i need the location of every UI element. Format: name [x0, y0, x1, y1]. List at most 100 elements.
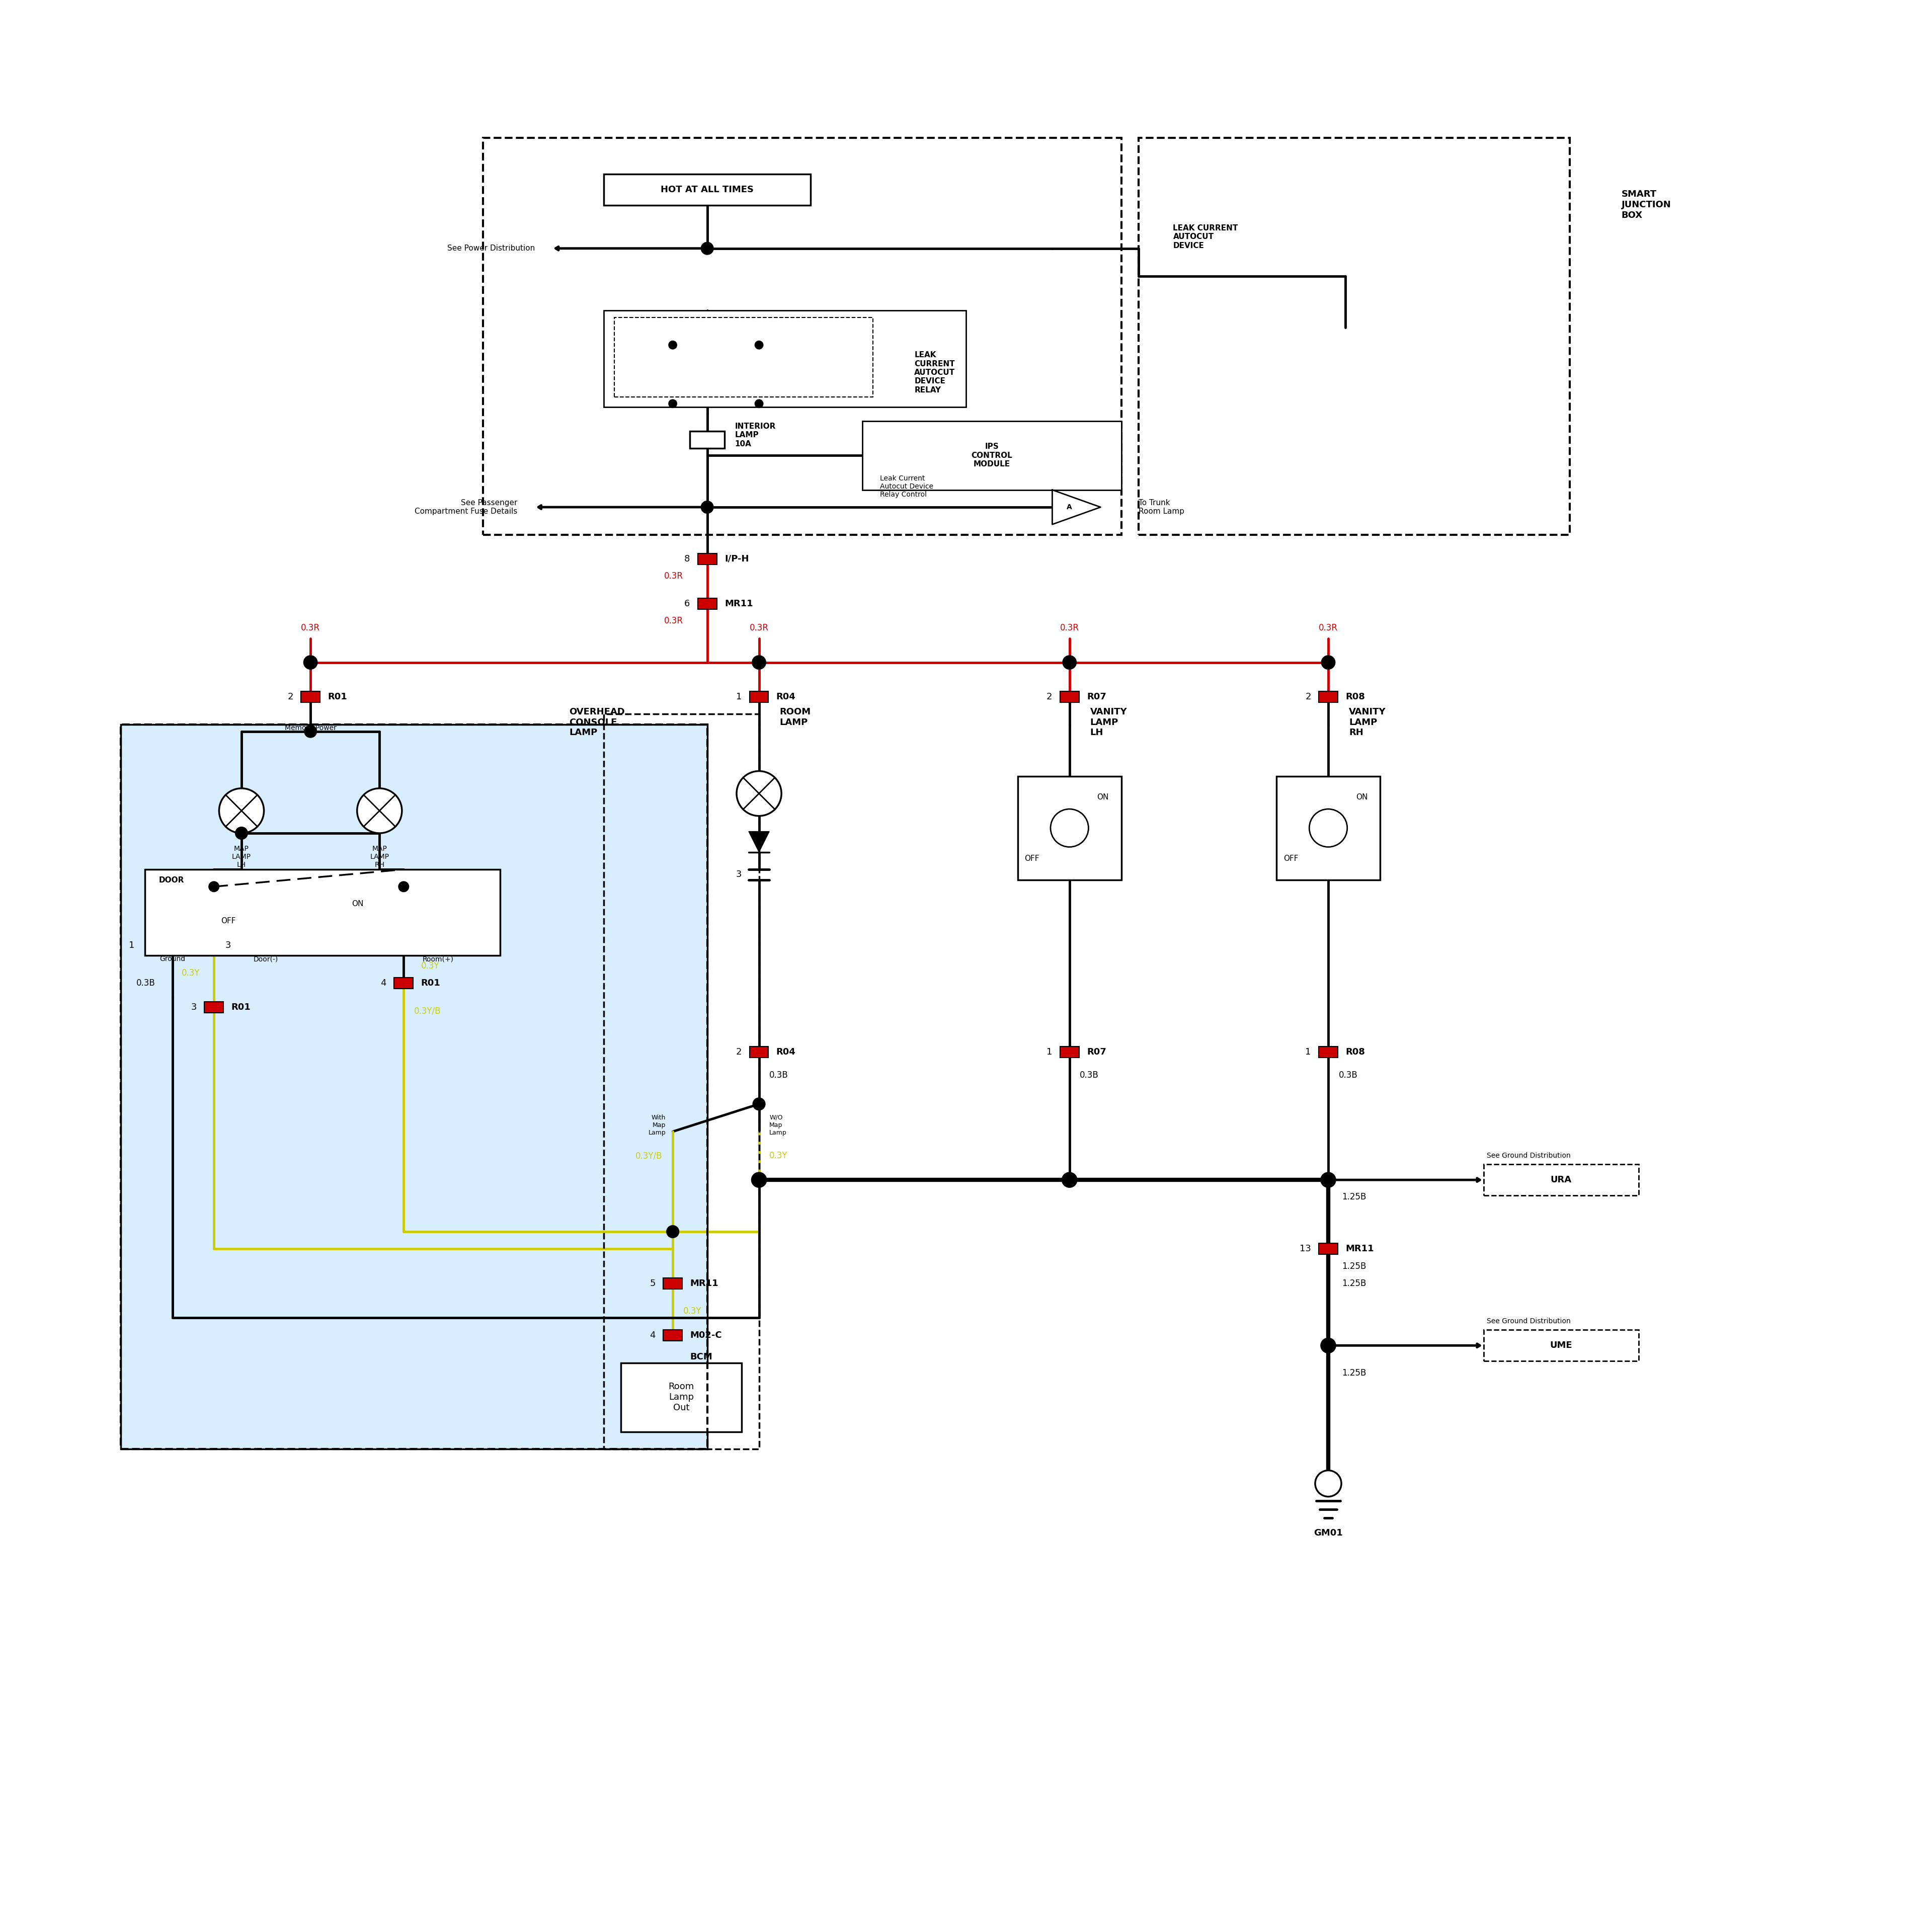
- Bar: [614, 317, 873, 396]
- Text: ON: ON: [1097, 794, 1109, 802]
- Text: 0.3B: 0.3B: [769, 1070, 788, 1080]
- Bar: [1138, 137, 1569, 535]
- Text: ON: ON: [1356, 794, 1368, 802]
- Circle shape: [752, 1173, 767, 1188]
- Bar: [603, 311, 966, 408]
- Text: IPS
CONTROL
MODULE: IPS CONTROL MODULE: [972, 442, 1012, 468]
- Text: OVERHEAD
CONSOLE
LAMP: OVERHEAD CONSOLE LAMP: [570, 707, 624, 738]
- Text: 1: 1: [1306, 1047, 1312, 1057]
- Text: See Ground Distribution: See Ground Distribution: [1488, 1318, 1571, 1325]
- Text: HOT AT ALL TIMES: HOT AT ALL TIMES: [661, 185, 753, 195]
- Bar: [483, 137, 1121, 535]
- Circle shape: [1310, 810, 1347, 846]
- Text: 2: 2: [288, 692, 294, 701]
- Text: 13: 13: [1300, 1244, 1312, 1254]
- Bar: [690, 431, 725, 448]
- Text: VANITY
LAMP
LH: VANITY LAMP LH: [1090, 707, 1126, 738]
- Text: R04: R04: [777, 692, 796, 701]
- Bar: [697, 553, 717, 564]
- Text: 1: 1: [736, 692, 742, 701]
- Text: 0.3Y/B: 0.3Y/B: [413, 1007, 440, 1016]
- Text: MR11: MR11: [725, 599, 753, 609]
- Text: 1.25B: 1.25B: [1343, 1262, 1366, 1271]
- Text: Door(-): Door(-): [253, 956, 278, 962]
- Text: 3: 3: [191, 1003, 197, 1012]
- Text: With
Map
Lamp: With Map Lamp: [649, 1115, 667, 1136]
- Text: 5: 5: [649, 1279, 655, 1289]
- Text: DOOR: DOOR: [158, 877, 184, 883]
- Bar: [1277, 777, 1379, 879]
- Text: BCM: BCM: [690, 1352, 713, 1362]
- Text: 0.3Y: 0.3Y: [769, 1151, 788, 1161]
- Text: 1.25B: 1.25B: [1343, 1368, 1366, 1378]
- Circle shape: [357, 788, 402, 833]
- Polygon shape: [750, 831, 769, 852]
- Text: INTERIOR
LAMP
10A: INTERIOR LAMP 10A: [734, 423, 777, 448]
- Bar: [205, 1003, 224, 1012]
- Text: Leak Current
Autocut Device
Relay Control: Leak Current Autocut Device Relay Contro…: [879, 475, 933, 498]
- Text: See Passenger
Compartment Fuse Details: See Passenger Compartment Fuse Details: [415, 498, 518, 516]
- Text: URA: URA: [1551, 1175, 1573, 1184]
- Text: M02-C: M02-C: [690, 1331, 723, 1339]
- Circle shape: [668, 340, 676, 350]
- Circle shape: [1321, 655, 1335, 668]
- Text: MR11: MR11: [1345, 1244, 1374, 1254]
- Text: 4: 4: [649, 1331, 655, 1339]
- Text: R07: R07: [1086, 692, 1107, 701]
- Bar: [750, 1047, 769, 1059]
- Circle shape: [236, 827, 247, 838]
- Text: 0.3R: 0.3R: [1320, 624, 1337, 632]
- Text: 0.3Y: 0.3Y: [684, 1306, 701, 1316]
- Circle shape: [209, 881, 218, 893]
- Circle shape: [218, 788, 265, 833]
- Text: 8: 8: [684, 554, 690, 564]
- Text: 1: 1: [129, 941, 135, 951]
- Bar: [1061, 1047, 1078, 1059]
- Bar: [620, 1362, 742, 1432]
- Circle shape: [1063, 655, 1076, 668]
- Text: R08: R08: [1345, 1047, 1366, 1057]
- Text: 0.3R: 0.3R: [665, 572, 684, 582]
- Circle shape: [752, 655, 765, 668]
- Text: To Trunk
Room Lamp: To Trunk Room Lamp: [1138, 498, 1184, 516]
- Text: UME: UME: [1549, 1341, 1573, 1350]
- Text: MAP
LAMP
RH: MAP LAMP RH: [369, 846, 388, 869]
- Text: R08: R08: [1345, 692, 1366, 701]
- Circle shape: [1063, 1173, 1078, 1188]
- Circle shape: [1051, 810, 1088, 846]
- Text: 0.3B: 0.3B: [137, 980, 155, 987]
- Circle shape: [736, 771, 781, 815]
- Text: 4: 4: [381, 980, 386, 987]
- Circle shape: [1321, 1337, 1335, 1352]
- Text: 2: 2: [1047, 692, 1053, 701]
- Bar: [145, 869, 500, 956]
- Bar: [862, 421, 1121, 491]
- Bar: [1061, 692, 1078, 703]
- Text: A: A: [1066, 504, 1072, 510]
- Bar: [1320, 1244, 1337, 1254]
- Bar: [120, 725, 707, 1449]
- Polygon shape: [1053, 491, 1101, 524]
- Text: R01: R01: [232, 1003, 251, 1012]
- Text: 0.3R: 0.3R: [750, 624, 769, 632]
- Text: R01: R01: [421, 980, 440, 987]
- Bar: [603, 174, 811, 205]
- Text: ROOM
LAMP: ROOM LAMP: [781, 707, 811, 726]
- Text: 2: 2: [736, 1047, 742, 1057]
- Bar: [1484, 1165, 1638, 1196]
- Text: 0.3Y: 0.3Y: [421, 962, 439, 970]
- Text: LEAK
CURRENT
AUTOCUT
DEVICE
RELAY: LEAK CURRENT AUTOCUT DEVICE RELAY: [914, 352, 954, 394]
- Text: SMART
JUNCTION
BOX: SMART JUNCTION BOX: [1621, 189, 1671, 220]
- Circle shape: [701, 500, 713, 514]
- Text: Room
Lamp
Out: Room Lamp Out: [668, 1381, 694, 1412]
- Text: GM01: GM01: [1314, 1528, 1343, 1538]
- Text: R04: R04: [777, 1047, 796, 1057]
- Text: 0.3R: 0.3R: [301, 624, 321, 632]
- Text: VANITY
LAMP
RH: VANITY LAMP RH: [1349, 707, 1385, 738]
- Text: OFF: OFF: [1024, 856, 1039, 862]
- Text: 1.25B: 1.25B: [1343, 1279, 1366, 1289]
- Text: 1.25B: 1.25B: [1343, 1192, 1366, 1202]
- Text: LEAK CURRENT
AUTOCUT
DEVICE: LEAK CURRENT AUTOCUT DEVICE: [1173, 224, 1238, 249]
- Text: 3: 3: [226, 941, 232, 951]
- Text: 2: 2: [1306, 692, 1312, 701]
